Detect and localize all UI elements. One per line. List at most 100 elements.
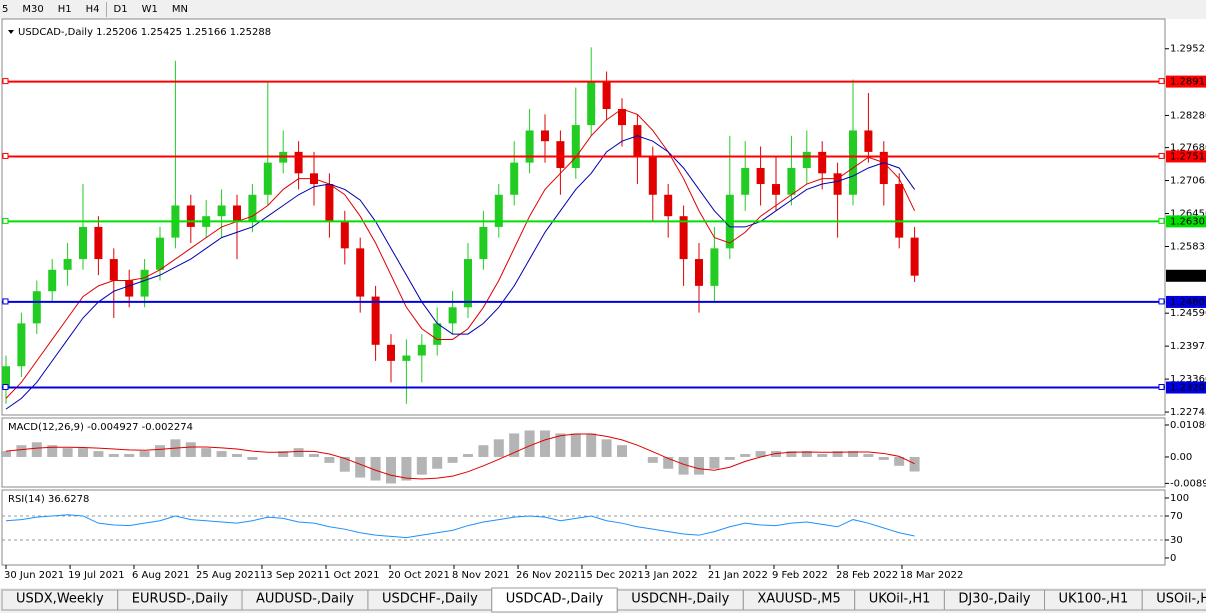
macd-bar: [309, 454, 319, 457]
timeframe-button[interactable]: D1: [114, 4, 128, 15]
x-tick-label: 1 Oct 2021: [324, 570, 379, 581]
tab[interactable]: DJ30-,Daily: [943, 589, 1045, 611]
candle-body: [402, 355, 411, 361]
macd-bar: [370, 456, 381, 481]
macd-bar: [678, 456, 689, 475]
tab-label: USDCHF-,Daily: [382, 592, 478, 607]
level-label: 1.28912: [1170, 77, 1206, 88]
chart-title: USDCAD-,Daily 1.25206 1.25425 1.25166 1.…: [18, 27, 271, 38]
candle-body: [556, 141, 565, 168]
y-tick-label: 1.26450: [1170, 209, 1206, 220]
candle-body: [772, 184, 780, 195]
moving-average: [5, 135, 916, 410]
candle-body: [464, 259, 472, 308]
macd-bar: [185, 442, 196, 457]
toolbar: [0, 0, 1206, 19]
candle-body: [248, 194, 257, 222]
y-tick-label: 100: [1170, 493, 1189, 504]
tab-box: [1141, 589, 1206, 611]
candle-body: [510, 162, 519, 195]
macd-bar: [878, 456, 889, 460]
x-tick-label: 6 Aug 2021: [132, 570, 190, 581]
candle-body: [387, 344, 395, 361]
macd-bar: [47, 445, 58, 457]
y-tick-label: 30: [1170, 535, 1183, 546]
timeframe-button[interactable]: H4: [86, 4, 100, 15]
tab[interactable]: UKOil-,H1: [854, 589, 945, 611]
macd-bar: [93, 451, 104, 457]
y-tick-label: 1.27680: [1170, 143, 1206, 154]
candle-body: [910, 237, 919, 276]
tab-label: UKOil-,H1: [869, 592, 931, 607]
candle-body: [233, 205, 241, 222]
dropdown-icon: [8, 30, 14, 34]
level-handle: [2, 78, 9, 85]
macd-bar: [724, 456, 735, 460]
tab[interactable]: XAUUSD-,M5: [742, 589, 856, 611]
candle-body: [756, 167, 765, 185]
candle-body: [664, 194, 673, 217]
x-tick-label: 9 Feb 2022: [772, 570, 828, 581]
macd-bar: [786, 451, 797, 457]
tab-label: AUDUSD-,Daily: [256, 592, 354, 607]
candle-body: [125, 280, 134, 297]
level-label-box: [1166, 215, 1206, 228]
y-tick-label: 0: [1170, 553, 1176, 564]
rsi-panel: [1, 489, 1166, 566]
timeframe-button[interactable]: M30: [22, 4, 43, 15]
macd-bar: [740, 454, 751, 457]
x-tick-label: 13 Sep 2021: [260, 570, 323, 581]
candle-body: [17, 323, 26, 367]
macd-bar: [832, 451, 843, 457]
candle-body: [849, 130, 857, 195]
macd-bar: [771, 451, 781, 457]
macd-bar: [709, 456, 720, 469]
candle-body: [879, 151, 888, 185]
macd-bar: [694, 456, 704, 475]
macd-bar: [216, 451, 227, 457]
y-tick-label: 0.010865: [1170, 420, 1206, 431]
macd-bar: [463, 454, 473, 457]
macd-bar: [909, 456, 920, 472]
timeframe-button[interactable]: MN: [172, 4, 188, 15]
macd-bar: [155, 445, 165, 457]
rsi-title: RSI(14) 36.6278: [8, 494, 89, 505]
tab[interactable]: USDCHF-,Daily: [367, 589, 493, 611]
timeframe-button[interactable]: 5: [2, 4, 8, 15]
y-tick-label: 1.25835: [1170, 241, 1206, 252]
y-tick-label: 70: [1170, 511, 1183, 522]
candle-body: [217, 205, 226, 217]
price-label: 1.25288: [1170, 271, 1206, 282]
tab-label: UK100-,H1: [1059, 592, 1129, 607]
macd-bar: [247, 456, 258, 460]
level-label-box: [1166, 381, 1206, 394]
timeframe-button[interactable]: H1: [58, 4, 72, 15]
x-tick-label: 28 Feb 2022: [836, 570, 898, 581]
tab[interactable]: EURUSD-,Daily: [117, 589, 243, 611]
candle-body: [864, 130, 873, 152]
level-label-box: [1166, 150, 1206, 163]
macd-bar: [31, 442, 42, 457]
macd-bar: [555, 433, 566, 457]
candle-body: [679, 216, 688, 260]
tab[interactable]: USOil-,H1: [1141, 589, 1206, 611]
tab[interactable]: USDCAD-,Daily: [491, 587, 618, 613]
tab[interactable]: USDX,Weekly: [1, 589, 119, 611]
macd-bar: [447, 456, 458, 463]
x-tick-label: 8 Nov 2021: [452, 570, 510, 581]
level-handle: [2, 217, 9, 224]
tab[interactable]: USDCNH-,Daily: [616, 589, 744, 611]
candle-body: [2, 366, 10, 388]
tab[interactable]: UK100-,H1: [1044, 589, 1143, 611]
macd-bar: [863, 454, 874, 457]
macd-bar: [232, 454, 242, 457]
candle-body: [448, 307, 457, 324]
tab-label: XAUUSD-,M5: [757, 592, 840, 607]
timeframe-button[interactable]: W1: [142, 4, 158, 15]
y-tick-label: 0.00: [1170, 452, 1192, 463]
tab[interactable]: AUDUSD-,Daily: [241, 589, 369, 611]
macd-bar: [848, 451, 858, 457]
tab-label: EURUSD-,Daily: [132, 592, 229, 607]
candle-body: [325, 184, 334, 222]
candle-body: [618, 109, 626, 126]
